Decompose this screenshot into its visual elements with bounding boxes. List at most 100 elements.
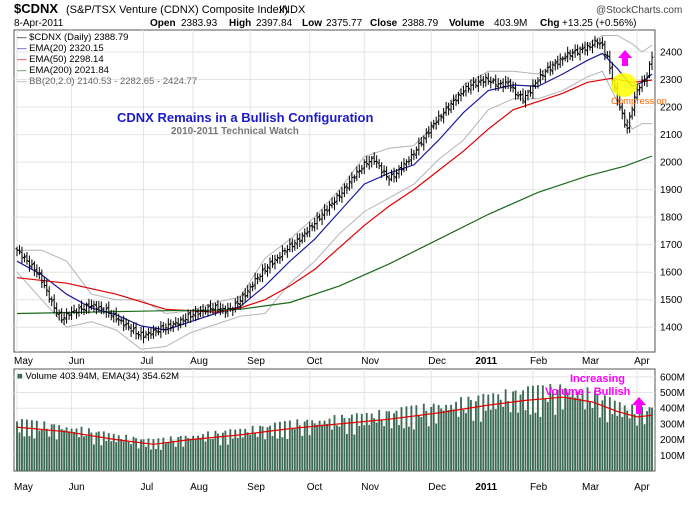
volume-bar	[125, 434, 128, 471]
annotation-title: CDNX Remains in a Bullish Configuration	[117, 110, 373, 125]
volume-bar	[591, 407, 594, 471]
volume-bar	[360, 413, 363, 471]
volume-bar	[507, 401, 510, 471]
volume-bar	[58, 425, 61, 471]
volume-bar	[216, 433, 219, 471]
volume-bar	[358, 425, 361, 471]
volume-bar	[606, 422, 609, 471]
chg-value: +13.25 (+0.56%)	[562, 18, 637, 29]
volume-bar	[385, 411, 388, 471]
volume-bar	[331, 429, 333, 471]
volume-bar	[455, 401, 457, 471]
volume-bar	[78, 437, 80, 471]
ema50-line	[16, 77, 653, 313]
volume-bar	[512, 391, 515, 471]
volume-bar	[16, 421, 18, 471]
volume-bar	[135, 438, 137, 471]
price-tick-label: 1900	[660, 185, 683, 196]
volume-bar	[283, 421, 286, 471]
volume-annotation-1: Increasing	[570, 373, 625, 385]
volume-bar	[80, 426, 83, 471]
volume-bar	[100, 445, 103, 471]
volume-bar	[115, 442, 118, 471]
volume-bar	[209, 438, 212, 471]
volume-bar	[477, 395, 480, 471]
low-value: 2375.77	[326, 18, 363, 29]
volume-bar	[626, 410, 629, 471]
price-tick-label: 2300	[660, 75, 683, 86]
volume-bar	[120, 439, 123, 471]
price-tick-label: 2200	[660, 103, 683, 114]
volume-bar	[276, 438, 279, 471]
volume-bar	[482, 393, 485, 471]
volume-bar	[509, 412, 512, 471]
volume-bar	[541, 385, 544, 471]
volume-month-label: Sep	[247, 482, 265, 493]
legend-bb: — BB(20,2.0) 2140.53 - 2282.65 - 2424.77	[17, 76, 197, 87]
volume-bar	[345, 434, 348, 471]
volume-bar	[174, 446, 177, 471]
volume-bar	[559, 384, 562, 471]
volume-bar	[189, 438, 192, 471]
month-label: Mar	[582, 356, 600, 367]
volume-bar	[594, 390, 596, 471]
volume-bar	[177, 437, 180, 471]
volume-bar	[236, 437, 239, 471]
volume-legend: ■ Volume 403.94M, EMA(34) 354.62M	[17, 371, 179, 382]
volume-bar	[182, 446, 185, 471]
price-tick-label: 1800	[660, 213, 683, 224]
month-label: Aug	[190, 356, 208, 367]
volume-bar	[355, 413, 358, 471]
volume-tick-label: 500M	[660, 388, 685, 399]
volume-bar	[499, 399, 502, 471]
legend-price: — $CDNX (Daily) 2388.79	[17, 32, 128, 43]
volume-bar	[266, 427, 269, 471]
volume-bar	[494, 409, 497, 471]
volume-bar	[313, 423, 316, 471]
volume-bar	[611, 414, 614, 471]
volume-value: 403.9M	[494, 18, 527, 29]
volume-bar	[154, 448, 157, 471]
volume-bar	[226, 444, 229, 471]
price-panel	[13, 29, 656, 353]
volume-bar	[199, 437, 202, 471]
volume-bar	[45, 428, 48, 471]
volume-bar	[50, 424, 53, 471]
volume-bar	[633, 414, 636, 471]
high-label: High	[229, 18, 251, 29]
volume-month-label: Jul	[141, 482, 154, 493]
volume-bar	[442, 410, 445, 471]
volume-bar	[55, 439, 58, 471]
volume-bar	[479, 421, 482, 471]
volume-bar	[425, 410, 428, 471]
volume-bar	[556, 389, 559, 471]
price-tick-label: 1500	[660, 295, 683, 306]
volume-bar	[162, 437, 165, 471]
volume-bar	[430, 406, 433, 471]
volume-month-label: Apr	[634, 482, 650, 493]
volume-bar	[489, 409, 492, 471]
volume-bar	[467, 396, 470, 471]
volume-bar	[497, 394, 500, 471]
volume-bar	[621, 416, 624, 471]
volume-bar	[643, 424, 646, 471]
volume-bar	[631, 404, 634, 471]
volume-bar	[142, 439, 145, 471]
volume-bar	[259, 425, 262, 471]
volume-bar	[107, 433, 110, 471]
volume-bar	[390, 428, 393, 471]
volume-bar	[435, 423, 438, 471]
volume-bar	[271, 435, 274, 471]
volume-bar	[38, 430, 41, 471]
open-value: 2383.93	[181, 18, 218, 29]
volume-bar	[432, 403, 435, 471]
volume-bar	[152, 439, 155, 471]
volume-bar	[318, 420, 321, 471]
volume-bar	[544, 398, 547, 471]
volume-month-label: Dec	[428, 482, 446, 493]
volume-bar	[400, 407, 403, 471]
volume-bar	[274, 422, 276, 471]
low-label: Low	[302, 18, 322, 29]
volume-bar	[502, 406, 505, 471]
volume-bar	[350, 414, 353, 471]
